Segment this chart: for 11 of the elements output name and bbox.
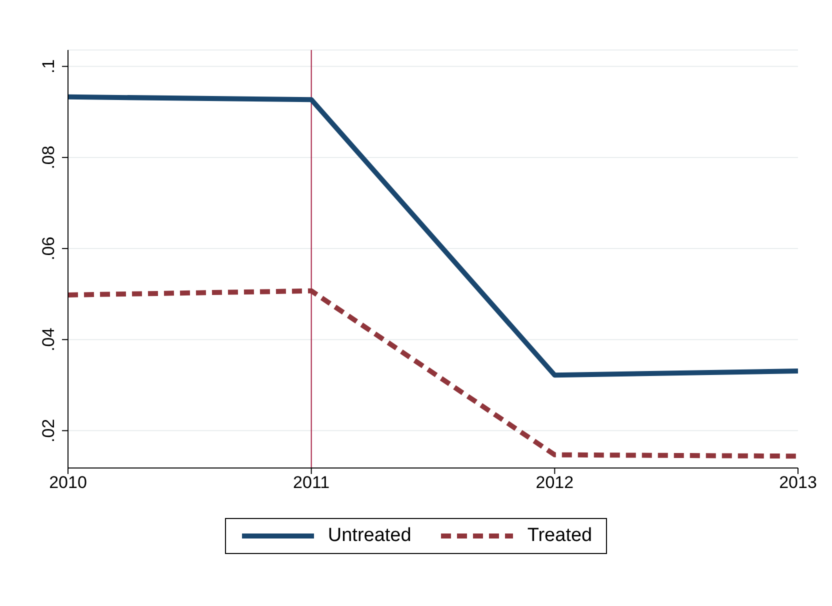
legend-label: Untreated: [328, 525, 412, 547]
y-tick-label: .06: [39, 236, 58, 260]
x-tick-label: 2012: [536, 473, 574, 492]
x-tick-label: 2011: [293, 473, 330, 492]
y-tick-label: .02: [39, 418, 58, 442]
y-tick-label: .08: [39, 146, 58, 170]
y-tick-label: .1: [39, 59, 58, 74]
y-tick-label: .04: [39, 328, 58, 352]
legend-label: Treated: [527, 525, 592, 547]
x-tick-label: 2013: [779, 473, 817, 492]
x-tick-label: 2010: [49, 473, 87, 492]
